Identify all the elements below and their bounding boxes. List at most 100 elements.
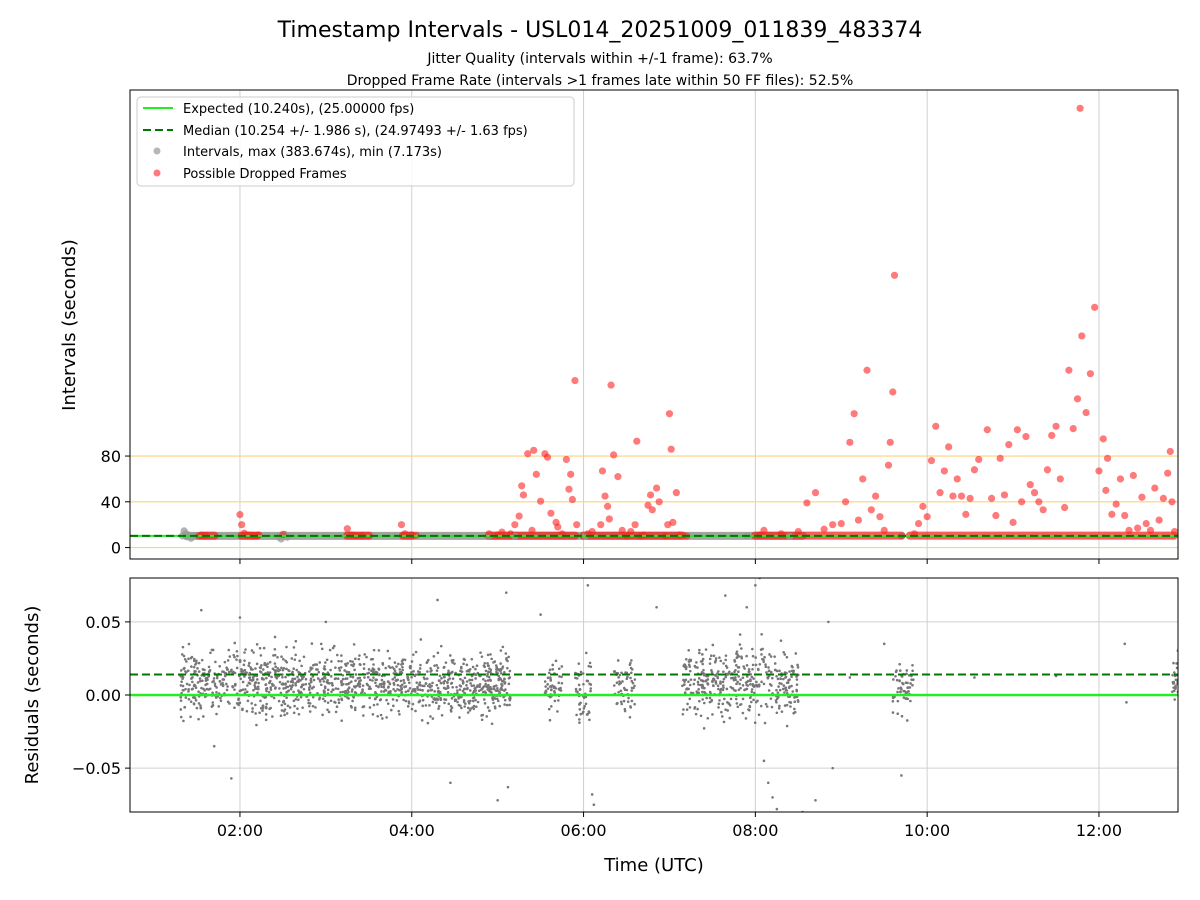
residual-point-976 — [469, 682, 472, 685]
residual-point-1284 — [549, 679, 553, 682]
residual-point-1118 — [328, 648, 332, 652]
residual-point-1915 — [1171, 682, 1175, 685]
residual-point-949 — [488, 678, 492, 682]
residual-point-722 — [500, 684, 504, 687]
residual-point-648 — [377, 673, 381, 677]
residual-point-926 — [284, 686, 287, 690]
residual-point-1804 — [728, 670, 731, 674]
residual-point-947 — [294, 697, 298, 701]
residual-point-1647 — [760, 633, 763, 636]
residual-point-1397 — [617, 690, 620, 694]
residual-point-789 — [258, 711, 261, 715]
residual-point-807 — [277, 699, 281, 703]
residual-point-243 — [428, 704, 431, 707]
residual-point-1131 — [337, 659, 340, 663]
residual-point-1100 — [264, 688, 268, 691]
residual-point-442 — [472, 684, 476, 687]
dropped-frame-point-38 — [562, 455, 570, 464]
dropped-frame-point-110 — [962, 510, 970, 518]
residual-point-1941 — [766, 781, 770, 785]
residual-point-830 — [472, 704, 476, 708]
residual-point-1437 — [701, 698, 704, 701]
residual-point-257 — [503, 677, 506, 681]
residual-point-777 — [308, 684, 312, 688]
residual-point-1766 — [749, 679, 752, 683]
residual-point-498 — [286, 704, 290, 708]
residual-point-1035 — [491, 698, 495, 701]
residual-point-1242 — [298, 659, 301, 663]
residual-point-1087 — [295, 668, 299, 672]
residual-point-1895 — [1172, 689, 1176, 693]
residual-point-1288 — [546, 683, 549, 686]
residual-point-1833 — [700, 683, 704, 687]
residual-point-1400 — [627, 696, 630, 700]
residual-point-1786 — [764, 665, 768, 669]
residual-point-28 — [296, 707, 299, 710]
residual-point-876 — [498, 704, 502, 708]
residual-point-1859 — [899, 690, 902, 694]
residual-point-935 — [329, 699, 333, 703]
residual-point-1547 — [759, 648, 763, 651]
residual-point-549 — [474, 705, 478, 709]
residual-point-1925 — [436, 598, 439, 602]
residual-point-847 — [318, 661, 322, 664]
residual-point-381 — [447, 669, 450, 673]
residual-point-1057 — [481, 713, 485, 717]
residual-point-1953 — [1123, 642, 1127, 646]
residual-point-1070 — [431, 681, 434, 685]
residual-point-572 — [208, 687, 212, 691]
dropped-frame-point-113 — [975, 455, 983, 464]
residual-point-1763 — [735, 664, 738, 667]
dropped-frame-point-155 — [1155, 516, 1163, 524]
residual-point-818 — [254, 703, 257, 707]
residual-point-1080 — [462, 698, 466, 702]
dropped-frame-point-140 — [1095, 467, 1103, 475]
residual-point-1655 — [745, 683, 749, 687]
residual-point-891 — [238, 659, 242, 662]
dropped-frame-point-136 — [1078, 332, 1086, 340]
residual-point-1188 — [338, 669, 342, 672]
residual-point-1598 — [750, 675, 754, 679]
residual-point-993 — [366, 675, 370, 679]
residual-point-118 — [332, 644, 336, 648]
residual-point-879 — [466, 706, 470, 710]
residual-point-1116 — [297, 678, 301, 681]
residual-point-333 — [456, 700, 459, 704]
residual-point-1026 — [228, 702, 231, 705]
residual-point-959 — [494, 689, 498, 692]
residual-point-981 — [451, 661, 454, 664]
residual-point-1764 — [712, 678, 715, 682]
residual-point-1516 — [747, 667, 751, 671]
residual-point-172 — [485, 715, 489, 718]
residual-point-1227 — [201, 679, 204, 683]
residual-point-110 — [398, 668, 402, 671]
residual-point-1719 — [745, 687, 749, 691]
residual-point-1240 — [204, 677, 208, 680]
dropped-frame-point-121 — [1013, 426, 1021, 434]
residual-point-148 — [189, 700, 193, 703]
residual-point-793 — [201, 668, 205, 671]
residual-point-1681 — [734, 697, 738, 701]
residual-point-1321 — [584, 651, 588, 655]
residual-point-1507 — [710, 698, 714, 702]
residual-point-1082 — [297, 698, 300, 701]
residual-point-354 — [280, 709, 284, 712]
residual-point-803 — [299, 695, 303, 699]
residual-point-1707 — [750, 688, 754, 691]
residual-point-1456 — [735, 702, 739, 705]
residual-point-1542 — [709, 654, 713, 658]
residual-point-1615 — [765, 705, 769, 708]
residual-point-383 — [392, 704, 395, 708]
residual-point-718 — [485, 674, 489, 678]
residual-point-910 — [508, 669, 512, 673]
residual-point-538 — [190, 687, 194, 691]
residual-point-1293 — [551, 684, 554, 687]
residual-point-1297 — [560, 681, 564, 685]
residual-point-1104 — [199, 706, 203, 710]
residual-point-1103 — [424, 682, 428, 685]
residual-point-1024 — [429, 715, 432, 718]
residual-point-1153 — [499, 662, 502, 665]
dropped-frame-point-156 — [1159, 494, 1167, 502]
residual-point-1086 — [302, 687, 306, 691]
dropped-frame-point-15 — [397, 521, 406, 529]
